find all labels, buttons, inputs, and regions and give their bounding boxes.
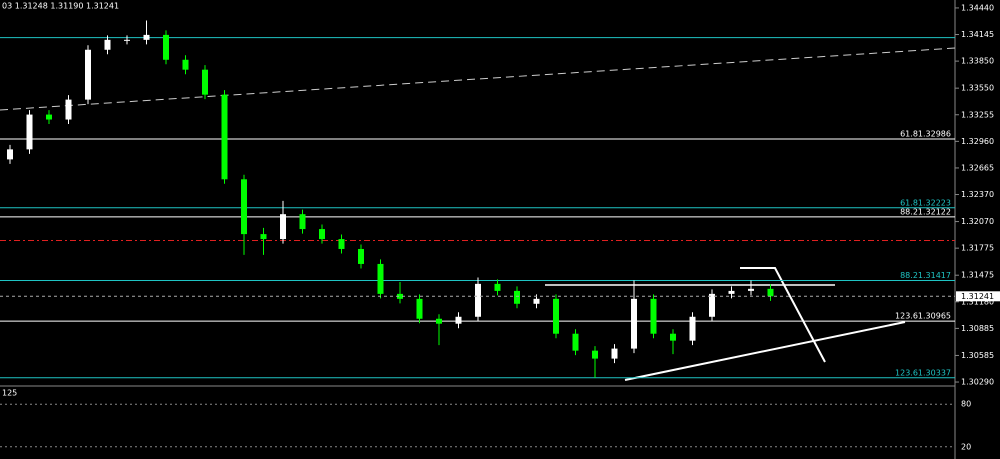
y-tick-label: 1.32070 [961,217,994,226]
y-tick-label: 1.31180 [961,297,994,306]
level-label: 61.81.32986 [900,130,951,139]
candle-body [299,214,306,230]
y-tick-label: 1.31475 [961,271,994,280]
candle-body [397,293,403,299]
candle-body [26,114,33,150]
candle-body [572,333,579,351]
candle-body [260,234,267,240]
candle-body [553,298,559,334]
level-label: 88.21.31417 [900,271,951,280]
y-tick-label: 1.30885 [961,324,994,333]
candle-body [338,239,345,249]
candle-body [65,99,72,120]
trend-drawing [624,321,906,381]
candle-body [358,248,364,264]
candle-body [728,290,735,294]
candle-body [533,298,540,304]
candle-body [592,350,598,359]
candle-body [670,333,676,341]
level-label: 61.81.32223 [900,198,951,207]
y-tick-label: 80 [961,400,971,409]
candle-body [709,293,715,317]
candle-body [46,114,52,120]
trend-drawing [740,267,826,363]
candle-body [241,179,247,235]
candle-body [377,263,384,294]
current-price-box [956,291,1000,302]
candle-body [416,298,423,319]
candle-body [689,316,696,341]
candle-body [221,94,228,180]
candle-body [748,288,754,291]
candle-body [650,298,657,334]
candle-body [767,288,774,297]
y-tick-label: 1.32960 [961,137,994,146]
trend-drawing [0,47,956,111]
candle-body [163,34,169,60]
level-label: 123.61.30965 [895,312,951,321]
y-tick-label: 1.34145 [961,30,994,39]
candle-body [514,290,520,304]
y-tick-label: 1.32665 [961,163,994,172]
y-tick-label: 1.32370 [961,190,994,199]
candle-body [104,39,111,50]
level-label: 123.61.30337 [895,368,951,377]
y-tick-label: 1.33550 [961,84,994,93]
candle-body [280,214,286,240]
header: 03 1.31248 1.31190 1.31241 [2,2,119,11]
candle-body [436,318,442,324]
candle-body [7,149,13,160]
candle-body [611,348,618,359]
y-tick-label: 1.33850 [961,57,994,66]
y-tick-label: 1.30290 [961,378,994,387]
y-tick-label: 20 [961,442,971,451]
level-label: 88.21.32122 [900,207,951,216]
y-tick-label: 1.34440 [961,3,994,12]
y-tick-label: 1.33255 [961,110,994,119]
candle-body [85,49,91,100]
candle-body [182,59,189,70]
y-tick-label: 1.30585 [961,351,994,360]
candle-body [202,69,208,95]
candle-body [631,298,637,349]
candle-body [455,316,462,324]
y-tick-label: 1.31775 [961,244,994,253]
candle-body [124,39,130,41]
candle-body [319,229,325,240]
candle-body [494,283,501,291]
current-price-label: 1.31241 [961,292,994,301]
candle-body [475,283,481,317]
oscillator-label: 125 [2,389,17,398]
candle-body [143,34,150,40]
